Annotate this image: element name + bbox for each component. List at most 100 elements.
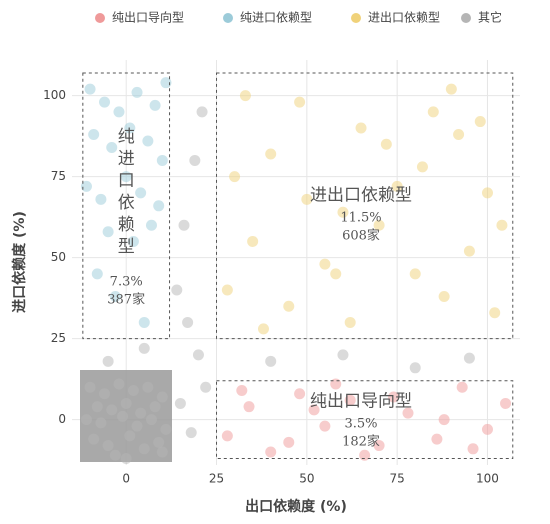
point [84, 381, 96, 393]
point [149, 401, 161, 413]
point [124, 122, 136, 134]
point [481, 187, 493, 199]
point [500, 397, 512, 409]
point [91, 401, 103, 413]
point [301, 193, 313, 205]
point [124, 430, 136, 442]
point [416, 161, 428, 173]
point [294, 388, 306, 400]
point [156, 446, 168, 458]
point [427, 106, 439, 118]
point [127, 384, 139, 396]
point [127, 235, 139, 247]
point [319, 420, 331, 432]
point [344, 316, 356, 328]
point [236, 384, 248, 396]
point [91, 268, 103, 280]
point [109, 291, 121, 303]
y-tick-label: 0 [58, 412, 66, 426]
legend-label: 其它 [478, 10, 502, 25]
point [337, 206, 349, 218]
point [257, 323, 269, 335]
x-tick-label: 0 [122, 472, 130, 486]
point [80, 180, 92, 192]
annotation-count: 182家 [342, 434, 380, 450]
point [145, 219, 157, 231]
x-axis-label: 出口依赖度 (%) [245, 498, 347, 515]
point [102, 355, 114, 367]
point [109, 449, 121, 461]
point [84, 83, 96, 95]
point [99, 388, 111, 400]
legend-swatch [223, 13, 233, 23]
point [337, 349, 349, 361]
point [142, 135, 154, 147]
point [102, 226, 114, 238]
point [373, 219, 385, 231]
point [283, 436, 295, 448]
point [113, 106, 125, 118]
point [463, 245, 475, 257]
point [438, 414, 450, 426]
annotation-count: 608家 [342, 228, 380, 244]
point [120, 453, 132, 465]
point [344, 394, 356, 406]
point [182, 316, 194, 328]
y-tick-label: 100 [43, 88, 66, 102]
point [135, 187, 147, 199]
annotation-label: 纯进口依赖型 [118, 127, 135, 257]
annotation-label: 进出口依赖型 [310, 186, 412, 206]
x-tick-label: 100 [476, 472, 499, 486]
point [192, 349, 204, 361]
point [120, 171, 132, 183]
annotation-share: 11.5% [340, 211, 381, 226]
point [481, 423, 493, 435]
point [200, 381, 212, 393]
point [80, 414, 92, 426]
point [265, 148, 277, 160]
point [474, 116, 486, 128]
point [330, 378, 342, 390]
point [463, 352, 475, 364]
point [453, 129, 465, 141]
legend-swatch [461, 13, 471, 23]
point [138, 342, 150, 354]
point [229, 171, 241, 183]
point [380, 138, 392, 150]
point [120, 397, 132, 409]
point [409, 362, 421, 374]
point [359, 449, 371, 461]
legend-label: 进出口依赖型 [368, 10, 440, 25]
point [265, 355, 277, 367]
y-axis-label: 进口依赖度 (%) [11, 211, 28, 313]
legend-swatch [95, 13, 105, 23]
y-tick-label: 25 [51, 331, 66, 345]
point [355, 122, 367, 134]
point [131, 420, 143, 432]
point [189, 154, 201, 166]
annotation-count: 387家 [107, 292, 145, 308]
point [456, 381, 468, 393]
region-box [82, 72, 171, 340]
point [221, 284, 233, 296]
point [88, 129, 100, 141]
point [196, 106, 208, 118]
point [283, 300, 295, 312]
x-tick-label: 50 [299, 472, 314, 486]
point [153, 436, 165, 448]
point [294, 96, 306, 108]
point [99, 96, 111, 108]
annotation-share: 3.5% [344, 417, 377, 432]
point [431, 433, 443, 445]
point [409, 268, 421, 280]
x-tick-label: 25 [209, 472, 224, 486]
region-box [216, 72, 514, 340]
point [445, 83, 457, 95]
point [138, 443, 150, 455]
point [145, 414, 157, 426]
point [95, 417, 107, 429]
annotation-label: 纯出口导向型 [310, 392, 412, 412]
point [402, 407, 414, 419]
legend-swatch [351, 13, 361, 23]
